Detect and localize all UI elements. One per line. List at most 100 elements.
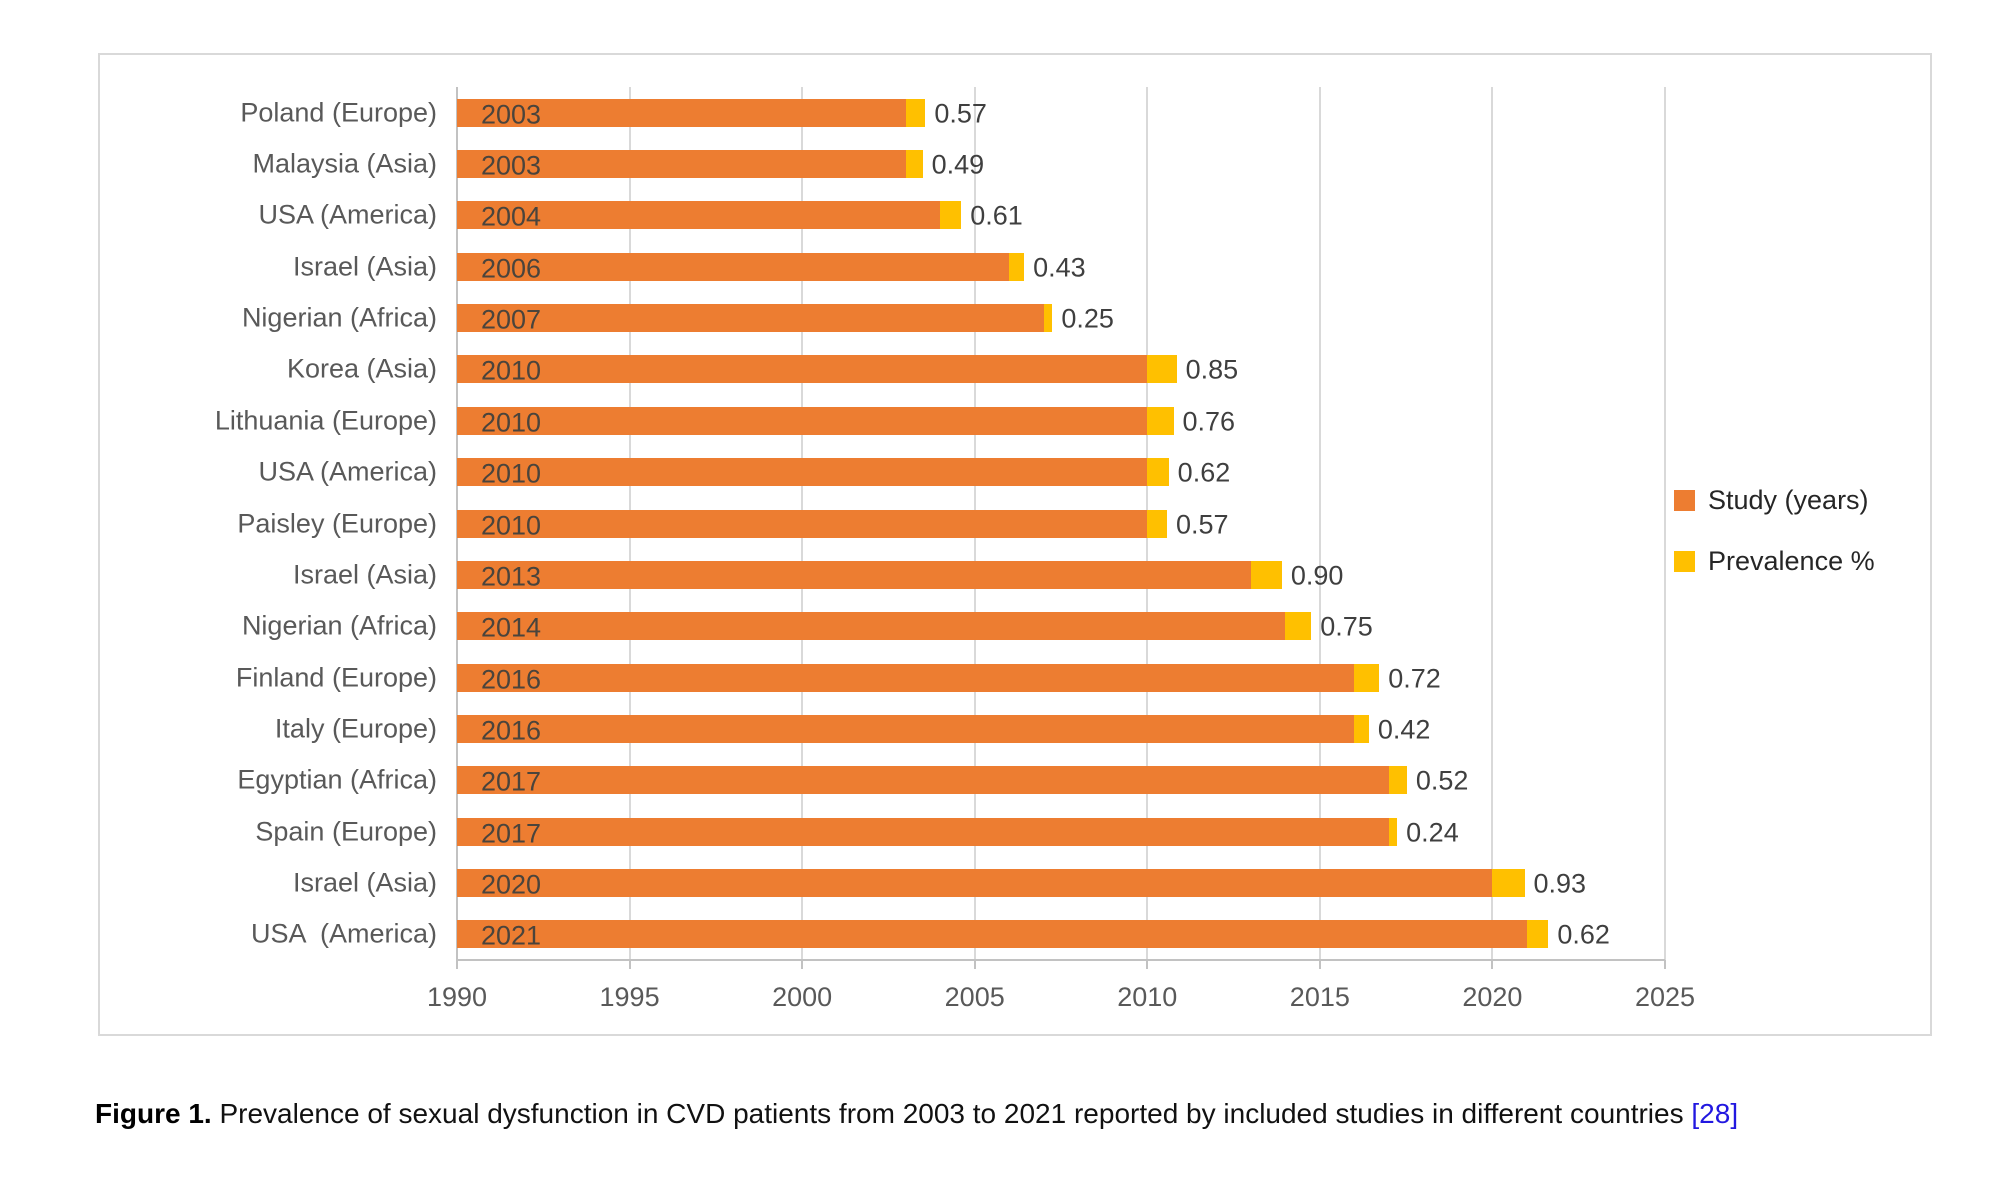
year-label: 2003: [481, 150, 542, 181]
category-label: USA (America): [258, 456, 437, 487]
study-bar-segment: [457, 407, 1148, 435]
category-label: Egyptian (Africa): [237, 764, 437, 795]
year-label: 2020: [481, 869, 542, 900]
prevalence-value-label: 0.93: [1533, 868, 1587, 899]
category-label: Malaysia (Asia): [252, 148, 437, 179]
legend-swatch-study: [1674, 490, 1695, 511]
category-label: Israel (Asia): [292, 251, 437, 282]
plot-area: 1990 1995 2000 2005 2010 2015 2020 2025 Poland (…: [100, 55, 1930, 1034]
prevalence-value-label: 0.25: [1061, 303, 1114, 334]
category-label: Korea (Asia): [286, 353, 437, 384]
prevalence-value-label: 0.75: [1320, 611, 1373, 642]
prevalence-bar-segment: [1388, 766, 1407, 794]
prevalence-bar-segment: [1526, 920, 1549, 948]
prevalence-value-label: 0.42: [1377, 714, 1431, 745]
axis-tick: [456, 960, 458, 969]
legend-swatch-prevalence: [1674, 551, 1695, 572]
study-bar-segment: [457, 99, 906, 127]
prevalence-value-label: 0.85: [1185, 354, 1239, 385]
prevalence-value-label: 0.24: [1406, 817, 1459, 848]
year-label: 2010: [481, 510, 542, 540]
study-bar-segment: [457, 612, 1286, 640]
prevalence-value-label: 0.76: [1182, 406, 1236, 437]
x-axis-tick-label: 2005: [944, 982, 1005, 1012]
year-label: 2013: [481, 561, 542, 592]
axis-tick: [1146, 960, 1149, 969]
category-label: Poland (Europe): [240, 97, 437, 128]
study-bar-segment: [457, 869, 1493, 897]
category-label: Italy (Europe): [274, 713, 437, 744]
year-label: 2017: [481, 818, 542, 849]
figure-caption-label: Figure 1.: [95, 1098, 212, 1129]
axis-tick: [1491, 960, 1494, 969]
year-label: 2010: [481, 407, 542, 438]
axis-tick: [973, 960, 976, 969]
axis-tick: [1664, 960, 1666, 969]
axis-tick: [628, 960, 631, 969]
prevalence-bar-segment: [1009, 253, 1025, 281]
x-axis-line: [457, 959, 1665, 961]
prevalence-bar-segment: [1492, 869, 1525, 897]
prevalence-bar-segment: [1388, 818, 1398, 846]
x-axis-tick-label: 2020: [1462, 982, 1523, 1012]
x-axis-tick-label: 1995: [599, 982, 660, 1012]
prevalence-bar-segment: [940, 201, 962, 229]
year-label: 2010: [481, 355, 542, 386]
prevalence-value-label: 0.57: [934, 98, 987, 129]
prevalence-value-label: 0.43: [1033, 252, 1086, 283]
citation-link[interactable]: [28]: [1691, 1098, 1739, 1129]
year-label: 2007: [481, 304, 542, 335]
category-label: Nigerian (Africa): [241, 610, 437, 641]
prevalence-bar-segment: [905, 150, 923, 178]
category-label: Nigerian (Africa): [241, 302, 437, 333]
study-bar-segment: [457, 458, 1148, 486]
category-label: Lithuania (Europe): [214, 405, 437, 436]
year-label: 2014: [481, 612, 542, 643]
study-bar-segment: [457, 253, 1010, 281]
prevalence-bar-segment: [1147, 407, 1174, 435]
year-label: 2003: [481, 99, 542, 130]
figure-caption: Figure 1. Prevalence of sexual dysfuncti…: [95, 1096, 1935, 1132]
year-label: 2016: [481, 664, 542, 695]
year-label: 2010: [481, 458, 542, 489]
category-label: Israel (Asia): [292, 867, 437, 898]
year-label: 2006: [481, 253, 542, 284]
category-label: Spain (Europe): [255, 816, 437, 847]
prevalence-value-label: 0.62: [1177, 457, 1231, 488]
study-bar-segment: [457, 715, 1355, 743]
x-axis-tick-label: 2015: [1289, 982, 1350, 1012]
category-label: Israel (Asia): [292, 559, 437, 590]
figure-caption-text: Prevalence of sexual dysfunction in CVD …: [211, 1098, 1692, 1129]
gridline: [1664, 87, 1666, 960]
study-bar-segment: [457, 150, 906, 178]
prevalence-bar-segment: [1043, 304, 1053, 332]
study-bar-segment: [457, 920, 1527, 948]
x-axis-tick-label: 2010: [1117, 982, 1178, 1012]
x-axis-tick-label: 2025: [1634, 982, 1696, 1012]
prevalence-value-label: 0.62: [1557, 919, 1610, 950]
prevalence-value-label: 0.57: [1175, 509, 1229, 539]
category-label: Finland (Europe): [235, 662, 437, 693]
gridline: [1491, 87, 1494, 960]
prevalence-bar-segment: [905, 99, 926, 127]
category-label: Paisley (Europe): [237, 508, 437, 538]
category-label: USA (America): [258, 199, 437, 230]
legend-item: Study (years): [1674, 485, 1875, 516]
gridline: [1318, 87, 1321, 960]
year-label: 2016: [481, 715, 542, 746]
axis-tick: [1318, 960, 1321, 969]
prevalence-bar-segment: [1354, 664, 1380, 692]
legend-label: Prevalence %: [1708, 546, 1875, 576]
prevalence-bar-segment: [1250, 561, 1282, 589]
study-bar-segment: [457, 355, 1148, 383]
study-bar-segment: [457, 201, 941, 229]
prevalence-value-label: 0.61: [970, 200, 1023, 231]
prevalence-bar-segment: [1147, 510, 1167, 538]
study-bar-segment: [457, 818, 1389, 846]
study-bar-segment: [457, 561, 1251, 589]
x-axis-tick-label: 1990: [426, 982, 488, 1012]
year-label: 2004: [481, 201, 542, 232]
prevalence-value-label: 0.52: [1415, 765, 1469, 796]
chart-area: 1990 1995 2000 2005 2010 2015 2020 2025 Poland (…: [98, 53, 1932, 1036]
study-bar-segment: [457, 510, 1148, 538]
